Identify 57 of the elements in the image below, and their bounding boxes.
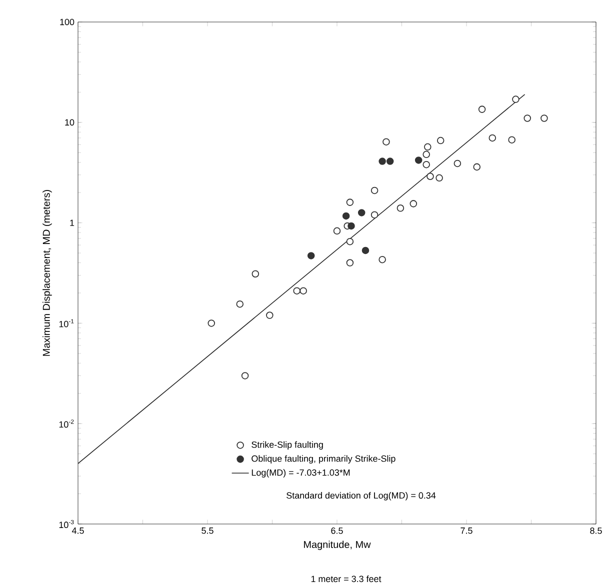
point	[426, 172, 434, 180]
x-tick-label: 8.5	[590, 528, 602, 534]
point	[436, 174, 443, 182]
point	[293, 287, 300, 294]
legend-label: Strike-Slip faulting	[252, 441, 323, 450]
y-tick-label: 1	[70, 220, 74, 226]
y-tick-label: 10$^{-3}$	[59, 520, 74, 528]
point	[362, 246, 370, 254]
point	[386, 158, 394, 165]
legend-label: Oblique faulting, primarily Strike-Slip	[252, 455, 396, 464]
point	[540, 114, 548, 122]
point	[424, 143, 432, 151]
point	[414, 156, 422, 164]
point	[252, 270, 260, 278]
point	[348, 222, 355, 230]
x-tick-label: 6.5	[331, 528, 343, 534]
point	[488, 134, 496, 142]
point	[512, 96, 520, 103]
point	[378, 256, 386, 264]
x-tick-label: 5.5	[202, 528, 214, 534]
point	[396, 204, 404, 212]
point	[436, 136, 444, 144]
point	[307, 252, 315, 260]
point	[236, 300, 244, 308]
point	[333, 227, 341, 235]
point	[508, 136, 516, 144]
point	[346, 238, 354, 246]
x-axis-title: Magnitude, Mw	[304, 540, 371, 550]
point	[524, 114, 532, 122]
point	[370, 211, 378, 218]
y-tick-label: 10	[65, 119, 74, 126]
point	[300, 287, 307, 294]
point	[370, 186, 378, 194]
point	[410, 200, 418, 208]
x-tick-label: 4.5	[72, 528, 84, 534]
x-tick-label: 7.5	[460, 528, 472, 534]
point	[478, 106, 486, 113]
point	[346, 259, 354, 266]
text: 1 meter = 3.3 feet	[311, 576, 382, 582]
point	[208, 320, 216, 327]
point	[378, 158, 386, 165]
point	[266, 312, 274, 319]
y-tick-label: 100	[60, 18, 74, 26]
point	[346, 198, 354, 206]
legend-label: Log(MD) = -7.03+1.03*M	[252, 469, 350, 478]
point	[422, 150, 430, 158]
y-tick-label: 10$^{-2}$	[59, 420, 74, 428]
point	[342, 212, 350, 220]
annotation: Standard deviation of Log(MD) = 0.34	[286, 492, 436, 500]
point	[422, 160, 430, 168]
point	[473, 163, 480, 171]
point	[382, 138, 390, 146]
y-axis-title: Maximum Displacement, MD (meters)	[42, 190, 52, 356]
point	[454, 160, 462, 168]
point	[358, 209, 366, 216]
point	[241, 372, 249, 380]
y-tick-label: 10$^{-1}$	[59, 319, 74, 328]
